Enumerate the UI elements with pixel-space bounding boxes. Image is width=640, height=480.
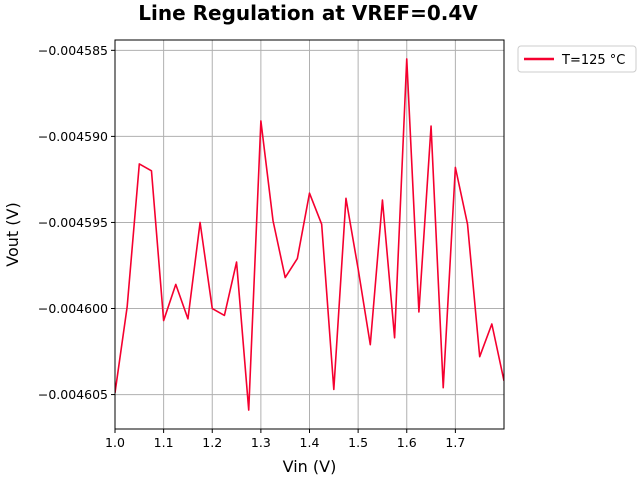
legend-box bbox=[517, 45, 637, 73]
x-tick-label: 1.6 bbox=[397, 435, 417, 450]
legend-label: T=125 °C bbox=[561, 53, 625, 68]
x-tick-label: 1.2 bbox=[202, 435, 222, 450]
x-axis-ticks: 1.0 1.1 1.2 1.3 1.4 1.5 1.6 1.7 bbox=[105, 429, 465, 450]
y-axis-ticks: −0.004585 −0.004590 −0.004595 −0.004600 −0.0… bbox=[38, 43, 115, 402]
x-tick-label: 1.7 bbox=[445, 435, 465, 450]
series-line bbox=[115, 58, 504, 411]
x-axis-label: Vin (V) bbox=[283, 457, 337, 476]
x-tick-label: 1.5 bbox=[348, 435, 368, 450]
series-layer bbox=[115, 58, 504, 411]
y-tick-label: −0.004585 bbox=[38, 43, 108, 58]
y-tick-label: −0.004590 bbox=[38, 129, 108, 144]
y-tick-label: −0.004605 bbox=[38, 387, 108, 402]
chart-title: Line Regulation at VREF=0.4V bbox=[138, 1, 478, 25]
y-axis-label: Vout (V) bbox=[3, 202, 22, 266]
x-tick-label: 1.1 bbox=[154, 435, 174, 450]
grid bbox=[114, 40, 504, 429]
legend: T=125 °C bbox=[517, 45, 637, 73]
y-tick-label: −0.004595 bbox=[38, 215, 108, 230]
y-tick-label: −0.004600 bbox=[38, 301, 108, 316]
x-tick-label: 1.4 bbox=[300, 435, 320, 450]
x-tick-label: 1.0 bbox=[105, 435, 125, 450]
x-tick-label: 1.3 bbox=[251, 435, 271, 450]
